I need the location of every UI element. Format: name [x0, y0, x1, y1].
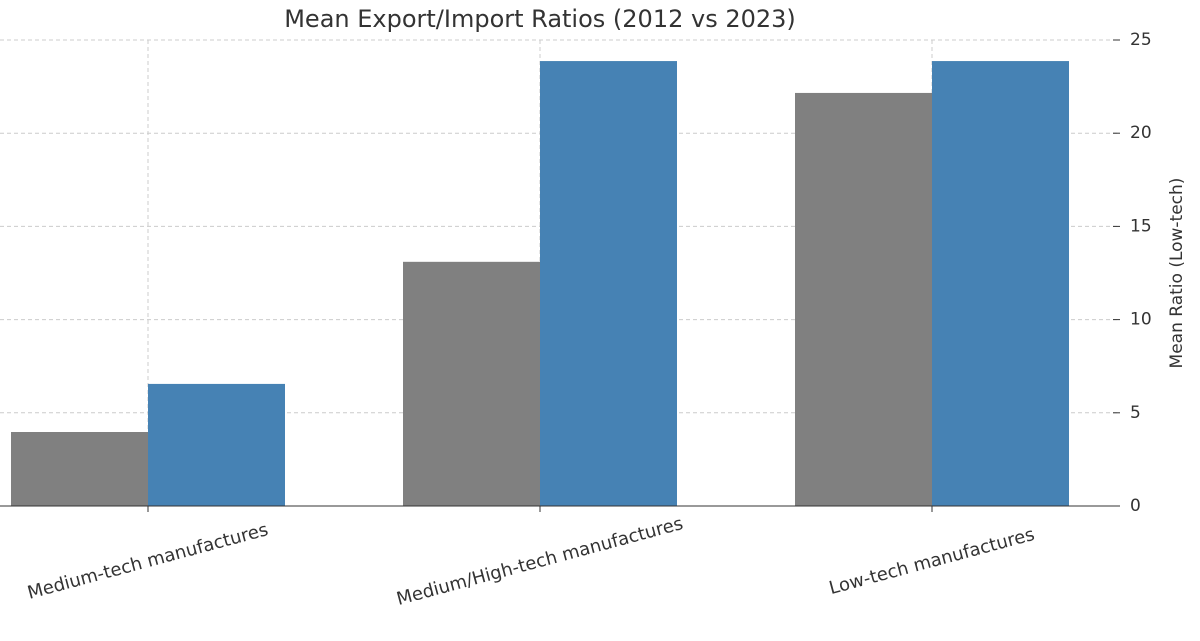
y-tick-label: 10 — [1130, 310, 1152, 330]
x-tick-label: Medium/High-tech manufactures — [394, 513, 685, 610]
x-tick-label: Low-tech manufactures — [827, 524, 1037, 599]
y-tick-label: 15 — [1130, 216, 1152, 236]
y-tick-label: 20 — [1130, 123, 1152, 143]
bar — [11, 431, 148, 506]
chart-title: Mean Export/Import Ratios (2012 vs 2023) — [284, 5, 796, 33]
y-axis-label: Mean Ratio (Low-tech) — [1167, 178, 1187, 369]
y-tick-label: 5 — [1130, 403, 1141, 423]
y-tick-label: 0 — [1130, 496, 1141, 516]
bar — [932, 61, 1069, 506]
bar — [403, 261, 540, 506]
y-tick-label: 25 — [1130, 30, 1152, 50]
bar — [795, 92, 932, 507]
bar — [148, 383, 285, 506]
bar — [540, 61, 677, 506]
x-tick-label: Medium-tech manufactures — [25, 519, 270, 604]
